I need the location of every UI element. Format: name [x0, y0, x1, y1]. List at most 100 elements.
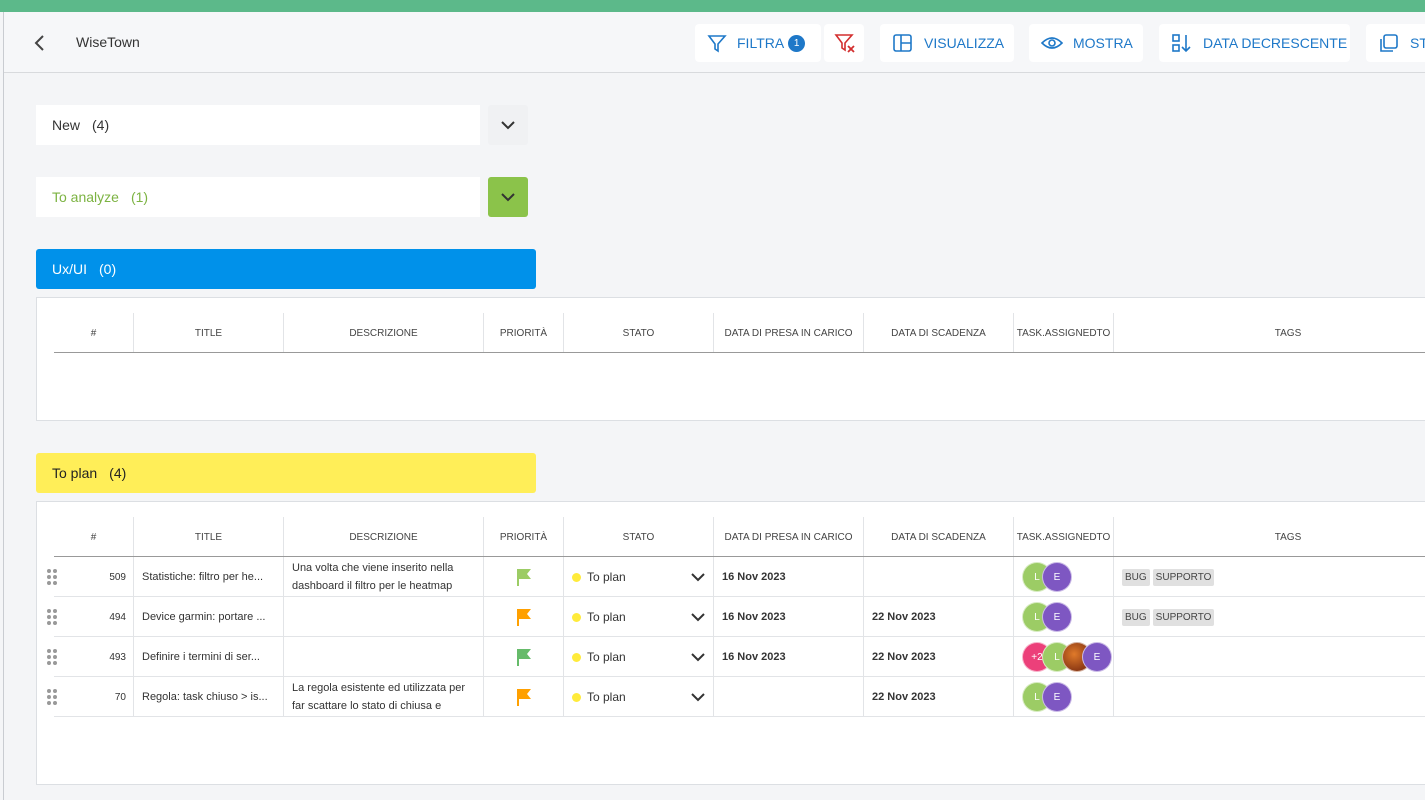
- cell-border: [133, 637, 134, 677]
- group-count: (4): [109, 465, 127, 481]
- dot: [53, 609, 57, 613]
- priority: [484, 677, 564, 717]
- button-label: ST: [1410, 35, 1425, 51]
- task-title: Statistiche: filtro per he...: [142, 571, 264, 583]
- group-count: (0): [99, 261, 117, 277]
- drag-handle[interactable]: [47, 569, 59, 587]
- dot: [53, 695, 57, 699]
- due-date: 22 Nov 2023: [872, 651, 936, 663]
- dot: [53, 649, 57, 653]
- dot: [47, 615, 51, 619]
- task-description: La regola esistente ed utilizzata per fa…: [292, 682, 466, 712]
- cell-border: [133, 557, 134, 597]
- cell-border: [1013, 637, 1014, 677]
- drag-handle[interactable]: [47, 689, 59, 707]
- drag-handle[interactable]: [47, 649, 59, 667]
- cell-border: [283, 597, 284, 637]
- cell-border: [1113, 597, 1114, 637]
- chevron: [691, 613, 705, 622]
- due-date: 22 Nov 2023: [872, 611, 936, 623]
- cell-border: [563, 597, 564, 637]
- row-border: [54, 636, 1425, 637]
- dot: [47, 701, 51, 705]
- start-date: 16 Nov 2023: [722, 571, 786, 583]
- status-label: To plan: [587, 570, 626, 584]
- column-header: PRIORITÀ: [484, 313, 564, 353]
- top-bar: [0, 0, 1425, 12]
- dot: [53, 655, 57, 659]
- dot: [47, 655, 51, 659]
- cell-border: [563, 557, 564, 597]
- group-header[interactable]: New (4): [36, 105, 480, 145]
- flag-shape: [517, 649, 531, 666]
- status-dropdown[interactable]: [690, 612, 706, 622]
- button-label: FILTRA: [737, 35, 785, 51]
- task-id: 493: [109, 651, 126, 663]
- filter-badge: 1: [788, 34, 806, 52]
- column-header: DESCRIZIONE: [284, 517, 484, 557]
- back-button[interactable]: [32, 34, 48, 52]
- flag-shape: [517, 609, 531, 626]
- more-button[interactable]: ST: [1366, 24, 1425, 62]
- task-row[interactable]: 493 Definire i termini di ser... To plan 16…: [37, 637, 1425, 677]
- tag: SUPPORTO: [1152, 608, 1215, 626]
- group-name: To analyze: [52, 189, 119, 205]
- priority-flag: [517, 689, 531, 706]
- status-dropdown[interactable]: [690, 692, 706, 702]
- start-date: 16 Nov 2023: [722, 611, 786, 623]
- sort-button[interactable]: DATA DECRESCENTE: [1159, 24, 1350, 62]
- header-border: [54, 556, 1425, 557]
- column-header: DATA DI SCADENZA: [864, 517, 1014, 557]
- task-title: Definire i termini di ser...: [142, 651, 260, 663]
- avatar: E: [1042, 682, 1072, 712]
- status-dropdown[interactable]: [690, 652, 706, 662]
- show-button[interactable]: MOSTRA: [1029, 24, 1143, 62]
- dot: [47, 649, 51, 653]
- cell-border: [1113, 677, 1114, 717]
- status-dot: [572, 652, 581, 662]
- drag-handle[interactable]: [47, 609, 59, 627]
- button-label: MOSTRA: [1073, 35, 1133, 51]
- cell-border: [283, 677, 284, 717]
- start-date: 16 Nov 2023: [722, 651, 786, 663]
- expand-button[interactable]: [488, 177, 528, 217]
- group-header[interactable]: To plan (4): [36, 453, 536, 493]
- status-dropdown[interactable]: [690, 572, 706, 582]
- task-id: 70: [114, 691, 126, 703]
- row-border: [54, 716, 1425, 717]
- status: To plan: [564, 637, 714, 677]
- tag: SUPPORTO: [1152, 568, 1215, 586]
- cell-border: [283, 637, 284, 677]
- tags: BUG SUPPORTO: [1114, 597, 1425, 637]
- expand-button[interactable]: [488, 105, 528, 145]
- status-label: To plan: [587, 690, 626, 704]
- row-border: [54, 676, 1425, 677]
- dot: [47, 621, 51, 625]
- clear-filter-button[interactable]: [824, 24, 864, 62]
- task-row[interactable]: 509 Statistiche: filtro per he... Una volt…: [37, 557, 1425, 597]
- dot: [53, 569, 57, 573]
- filter-button[interactable]: FILTRA 1: [695, 24, 821, 62]
- column-header: STATO: [564, 517, 714, 557]
- cell-border: [713, 677, 714, 717]
- column-header: STATO: [564, 313, 714, 353]
- group-header[interactable]: Ux/UI (0): [36, 249, 536, 289]
- divider: [3, 12, 4, 800]
- dot: [47, 569, 51, 573]
- priority: [484, 597, 564, 637]
- priority: [484, 557, 564, 597]
- status: To plan: [564, 677, 714, 717]
- column-header: TASK.ASSIGNEDTO: [1014, 517, 1114, 557]
- task-row[interactable]: 70 Regola: task chiuso > is... La regola e…: [37, 677, 1425, 717]
- task-row[interactable]: 494 Device garmin: portare ... To plan 16 N…: [37, 597, 1425, 637]
- column-header: TASK.ASSIGNEDTO: [1014, 313, 1114, 353]
- task-id: 509: [109, 571, 126, 583]
- cell-border: [483, 597, 484, 637]
- cell-border: [1013, 677, 1014, 717]
- due-date: 22 Nov 2023: [872, 691, 936, 703]
- cell-border: [1013, 557, 1014, 597]
- group-header[interactable]: To analyze (1): [36, 177, 480, 217]
- view-button[interactable]: VISUALIZZA: [880, 24, 1014, 62]
- avatar: E: [1042, 562, 1072, 592]
